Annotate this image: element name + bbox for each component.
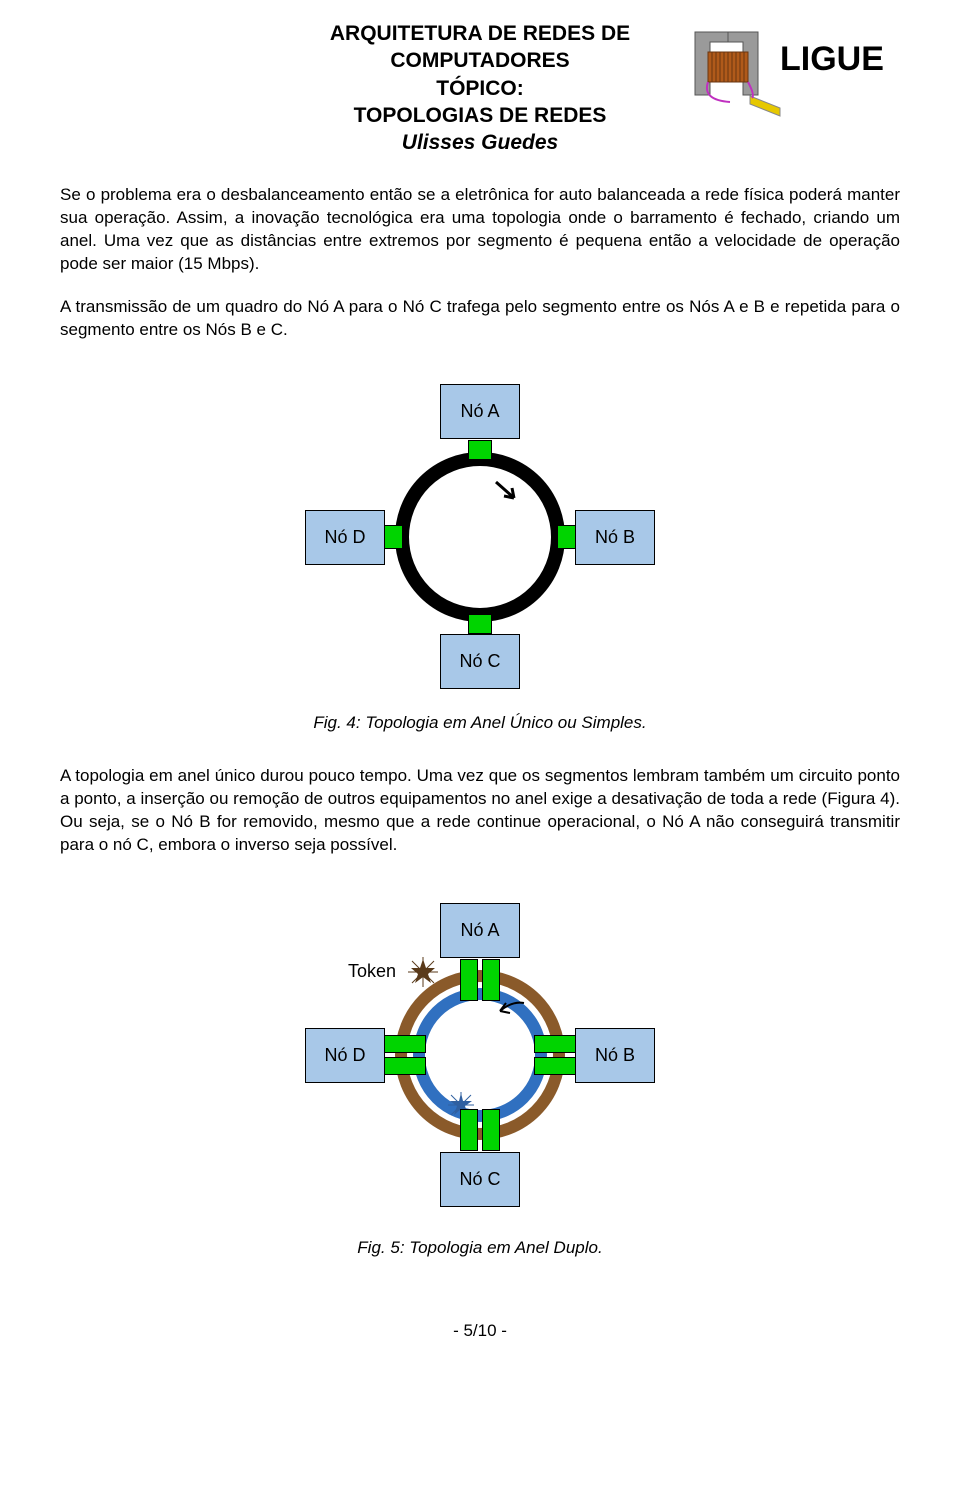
node-b-2: Nó B <box>575 1028 655 1083</box>
figure-4: Nó A Nó B Nó C Nó D Fig. 4: Topologia em… <box>60 372 900 735</box>
connector-top <box>468 440 492 460</box>
figure-4-diagram: Nó A Nó B Nó C Nó D <box>310 372 650 702</box>
connector-right-2 <box>534 1057 576 1075</box>
arrow-icon <box>490 474 530 514</box>
node-c: Nó C <box>440 634 520 689</box>
paragraph-2: A transmissão de um quadro do Nó A para … <box>60 296 900 342</box>
connector-left-1 <box>384 1035 426 1053</box>
node-d-label: Nó D <box>324 525 365 549</box>
ring-single <box>395 452 565 622</box>
svg-text:LIGUE: LIGUE <box>780 40 884 78</box>
page-footer: - 5/10 - <box>60 1320 900 1343</box>
node-d-2: Nó D <box>305 1028 385 1083</box>
connector-right-1 <box>534 1035 576 1053</box>
connector-bottom-2 <box>482 1109 500 1151</box>
node-c-label: Nó C <box>459 649 500 673</box>
node-c-2-label: Nó C <box>459 1167 500 1191</box>
connector-top-1 <box>460 959 478 1001</box>
node-a-label: Nó A <box>460 399 499 423</box>
node-a-2: Nó A <box>440 903 520 958</box>
node-b-label: Nó B <box>595 525 635 549</box>
figure-4-caption: Fig. 4: Topologia em Anel Único ou Simpl… <box>60 712 900 735</box>
node-c-2: Nó C <box>440 1152 520 1207</box>
connector-bottom <box>468 614 492 634</box>
node-d: Nó D <box>305 510 385 565</box>
page-header: ARQUITETURA DE REDES DE COMPUTADORES TÓP… <box>60 20 900 156</box>
paragraph-1: Se o problema era o desbalanceamento ent… <box>60 184 900 276</box>
title-author: Ulisses Guedes <box>60 129 900 156</box>
logo-ligue: LIGUE <box>680 20 920 130</box>
token-star-outer-icon <box>408 957 438 987</box>
figure-5: Token Nó A Nó B Nó C Nó D Fig. 5: Topolo… <box>60 887 900 1260</box>
figure-5-caption: Fig. 5: Topologia em Anel Duplo. <box>60 1237 900 1260</box>
arrow-outer-icon <box>492 997 534 1027</box>
connector-right <box>557 525 577 549</box>
node-d-2-label: Nó D <box>324 1043 365 1067</box>
node-a-2-label: Nó A <box>460 918 499 942</box>
connector-left-2 <box>384 1057 426 1075</box>
connector-top-2 <box>482 959 500 1001</box>
connector-left <box>383 525 403 549</box>
connector-bottom-1 <box>460 1109 478 1151</box>
node-b: Nó B <box>575 510 655 565</box>
paragraph-3: A topologia em anel único durou pouco te… <box>60 765 900 857</box>
node-b-2-label: Nó B <box>595 1043 635 1067</box>
node-a: Nó A <box>440 384 520 439</box>
figure-5-diagram: Token Nó A Nó B Nó C Nó D <box>300 887 660 1227</box>
token-label: Token <box>348 959 396 983</box>
